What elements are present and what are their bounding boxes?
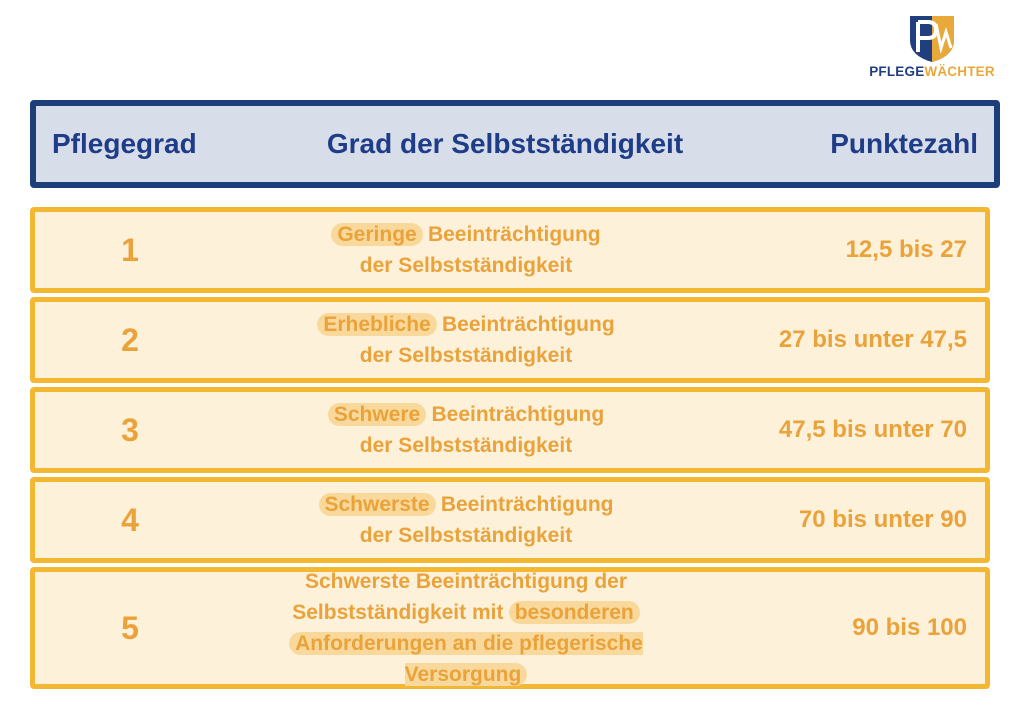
highlight-text: Geringe xyxy=(331,223,423,246)
description-line: der Selbstständigkeit xyxy=(225,250,707,281)
table-row: 4 Schwerste Beeinträchtigung der Selbststän… xyxy=(30,477,990,563)
text: der Selbstständigkeit xyxy=(359,254,573,277)
table-row: 5 Schwerste Beeinträchtigung der Selbststä… xyxy=(30,567,990,689)
points: 12,5 bis 27 xyxy=(845,236,967,263)
description: Geringe Beeinträchtigung der Selbstständig… xyxy=(225,219,707,281)
highlight-text: Schwere xyxy=(327,403,427,426)
description-line: Selbstständigkeit mit besonderen xyxy=(225,597,707,628)
text: der Selbstständigkeit xyxy=(359,434,573,457)
points: 70 bis unter 90 xyxy=(798,506,967,533)
highlight-text: Anforderungen an die pflegerische Versor… xyxy=(289,632,643,686)
text: Beeinträchtigung xyxy=(427,223,601,246)
description-line: der Selbstständigkeit xyxy=(225,430,707,461)
points: 47,5 bis unter 70 xyxy=(778,416,967,443)
description-line: der Selbstständigkeit xyxy=(225,520,707,551)
description-line: Geringe Beeinträchtigung xyxy=(225,219,707,250)
grade: 5 xyxy=(121,609,139,646)
text: der Selbstständigkeit xyxy=(359,344,573,367)
brand-text: PFLEGE xyxy=(869,64,925,79)
description-line: Schwere Beeinträchtigung xyxy=(225,399,707,430)
text: Beeinträchtigung xyxy=(441,313,615,336)
brand-text: WÄCHTER xyxy=(924,64,995,79)
grade: 2 xyxy=(121,321,139,358)
brand: PFLEGEWÄCHTER xyxy=(862,64,1002,79)
highlight-text: besonderen xyxy=(508,601,640,624)
header-cell: Punktezahl xyxy=(830,128,978,159)
text: Selbstständigkeit mit xyxy=(292,601,504,624)
description-line: Erhebliche Beeinträchtigung xyxy=(225,309,707,340)
description: Schwerste Beeinträchtigung der Selbststän… xyxy=(225,566,707,690)
grade: 1 xyxy=(121,231,139,268)
description: Schwerste Beeinträchtigung der Selbstständ… xyxy=(225,489,707,551)
description-line: der Selbstständigkeit xyxy=(225,340,707,371)
description: Erhebliche Beeinträchtigung der Selbststän… xyxy=(225,309,707,371)
text: Beeinträchtigung xyxy=(431,403,605,426)
header-cell: Grad der Selbstständigkeit xyxy=(326,128,684,159)
text: Schwerste Beeinträchtigung der xyxy=(304,570,628,593)
table-header: Pflegegrad Grad der Selbstständigkeit Pu… xyxy=(30,100,1000,188)
highlight-text: Schwerste xyxy=(318,493,436,516)
grade: 3 xyxy=(121,411,139,448)
points: 27 bis unter 47,5 xyxy=(778,326,967,353)
points: 90 bis 100 xyxy=(852,614,967,641)
table-row: 2 Erhebliche Beeinträchtigung der Selbststä… xyxy=(30,297,990,383)
text: der Selbstständigkeit xyxy=(359,524,573,547)
logo-icon xyxy=(910,16,954,62)
table-row: 1 Geringe Beeinträchtigung der Selbstständi… xyxy=(30,207,990,293)
text: Beeinträchtigung xyxy=(440,493,614,516)
header-cell: Pflegegrad xyxy=(52,128,197,159)
description-line: Anforderungen an die pflegerische Versor… xyxy=(225,628,707,690)
logo: PFLEGEWÄCHTER xyxy=(862,12,1002,84)
description-line: Schwerste Beeinträchtigung xyxy=(225,489,707,520)
description: Schwere Beeinträchtigung der Selbstständig… xyxy=(225,399,707,461)
table-row: 3 Schwere Beeinträchtigung der Selbstständi… xyxy=(30,387,990,473)
grade: 4 xyxy=(121,501,139,538)
description-line: Schwerste Beeinträchtigung der xyxy=(225,566,707,597)
highlight-text: Erhebliche xyxy=(317,313,437,336)
